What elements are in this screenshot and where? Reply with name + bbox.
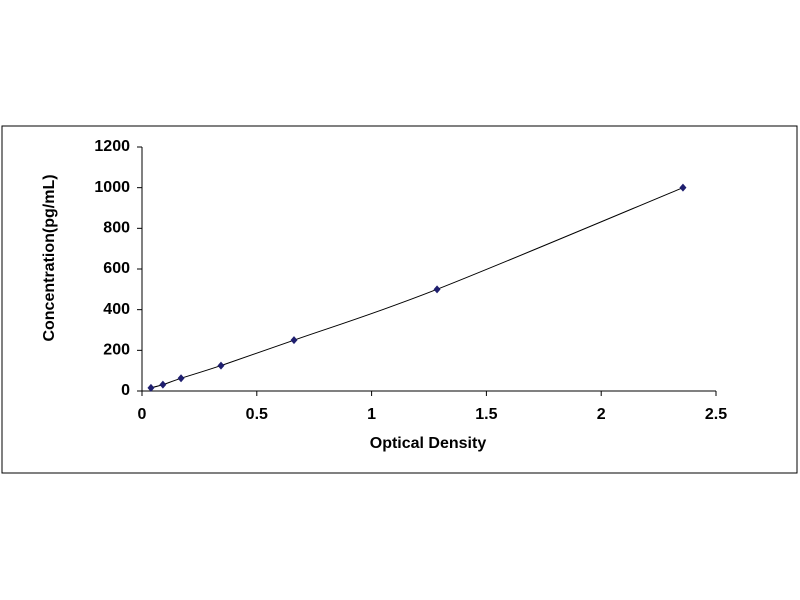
- data-point: [290, 336, 298, 345]
- x-axis-label: Optical Density: [370, 435, 487, 452]
- y-tick-label: 800: [103, 220, 130, 237]
- x-tick-label: 1.5: [475, 406, 497, 423]
- y-tick-label: 1000: [94, 179, 130, 196]
- x-tick-label: 1: [367, 406, 376, 423]
- y-tick-label: 0: [121, 382, 130, 399]
- y-axis-label: Concentration(pg/mL): [41, 174, 58, 341]
- data-point: [147, 383, 155, 392]
- y-tick-label: 600: [103, 260, 130, 277]
- x-tick-label: 0: [138, 406, 147, 423]
- y-tick-label: 400: [103, 301, 130, 318]
- x-tick-label: 2.5: [705, 406, 727, 423]
- y-tick-label: 1200: [94, 138, 130, 155]
- data-point: [433, 285, 441, 294]
- x-tick-label: 0.5: [246, 406, 268, 423]
- x-tick-label: 2: [597, 406, 606, 423]
- data-point: [217, 361, 225, 370]
- data-point: [177, 374, 185, 383]
- y-tick-label: 200: [103, 342, 130, 359]
- data-point: [679, 183, 687, 192]
- chart-frame: [1, 125, 798, 474]
- data-point: [159, 380, 167, 389]
